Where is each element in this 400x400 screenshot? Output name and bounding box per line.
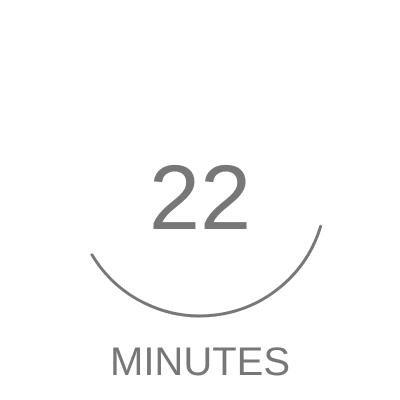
progress-arc-path bbox=[90, 225, 323, 318]
minutes-value: 22 bbox=[148, 147, 252, 249]
minutes-unit-label: MINUTES bbox=[110, 340, 290, 384]
